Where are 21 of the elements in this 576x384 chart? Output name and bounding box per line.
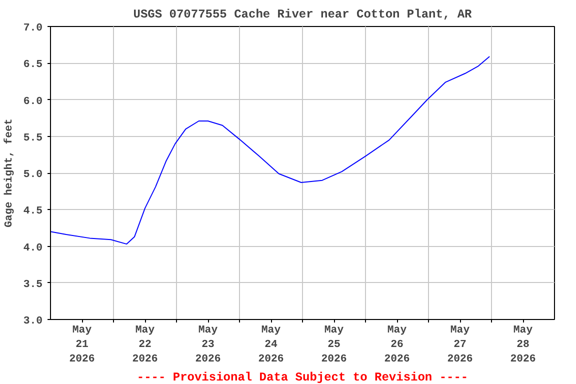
y-tick-label: 3.5 xyxy=(23,278,43,291)
y-tick-label: 6.5 xyxy=(23,59,43,72)
x-tick-label: May 27 2026 xyxy=(447,324,473,366)
x-tick-label: May 26 2026 xyxy=(384,324,410,366)
x-tick-label: May 22 2026 xyxy=(132,324,158,366)
x-tick-label: May 21 2026 xyxy=(69,324,95,366)
y-tick-label: 5.5 xyxy=(23,132,43,144)
chart-title: USGS 07077555 Cache River near Cotton Plant, AR xyxy=(133,8,473,22)
y-tick-label: 6.0 xyxy=(23,96,43,108)
y-axis-title: Gage height, feet xyxy=(3,118,16,228)
y-tick-label: 3.0 xyxy=(23,316,43,328)
line-series xyxy=(50,56,490,245)
y-tick-label: 5.0 xyxy=(23,169,43,181)
x-tick-label: May 23 2026 xyxy=(195,324,221,366)
y-tick-label: 4.0 xyxy=(23,242,43,254)
text: ---- Provisional Data Subject to Revision ---- xyxy=(136,370,468,384)
y-tick-label: 7.0 xyxy=(23,22,43,34)
x-tick-label: May 24 2026 xyxy=(258,324,284,366)
y-tick-label: 4.5 xyxy=(23,206,43,218)
x-tick-label: May 25 2026 xyxy=(321,324,347,366)
x-tick-label: May 28 2026 xyxy=(510,324,536,366)
